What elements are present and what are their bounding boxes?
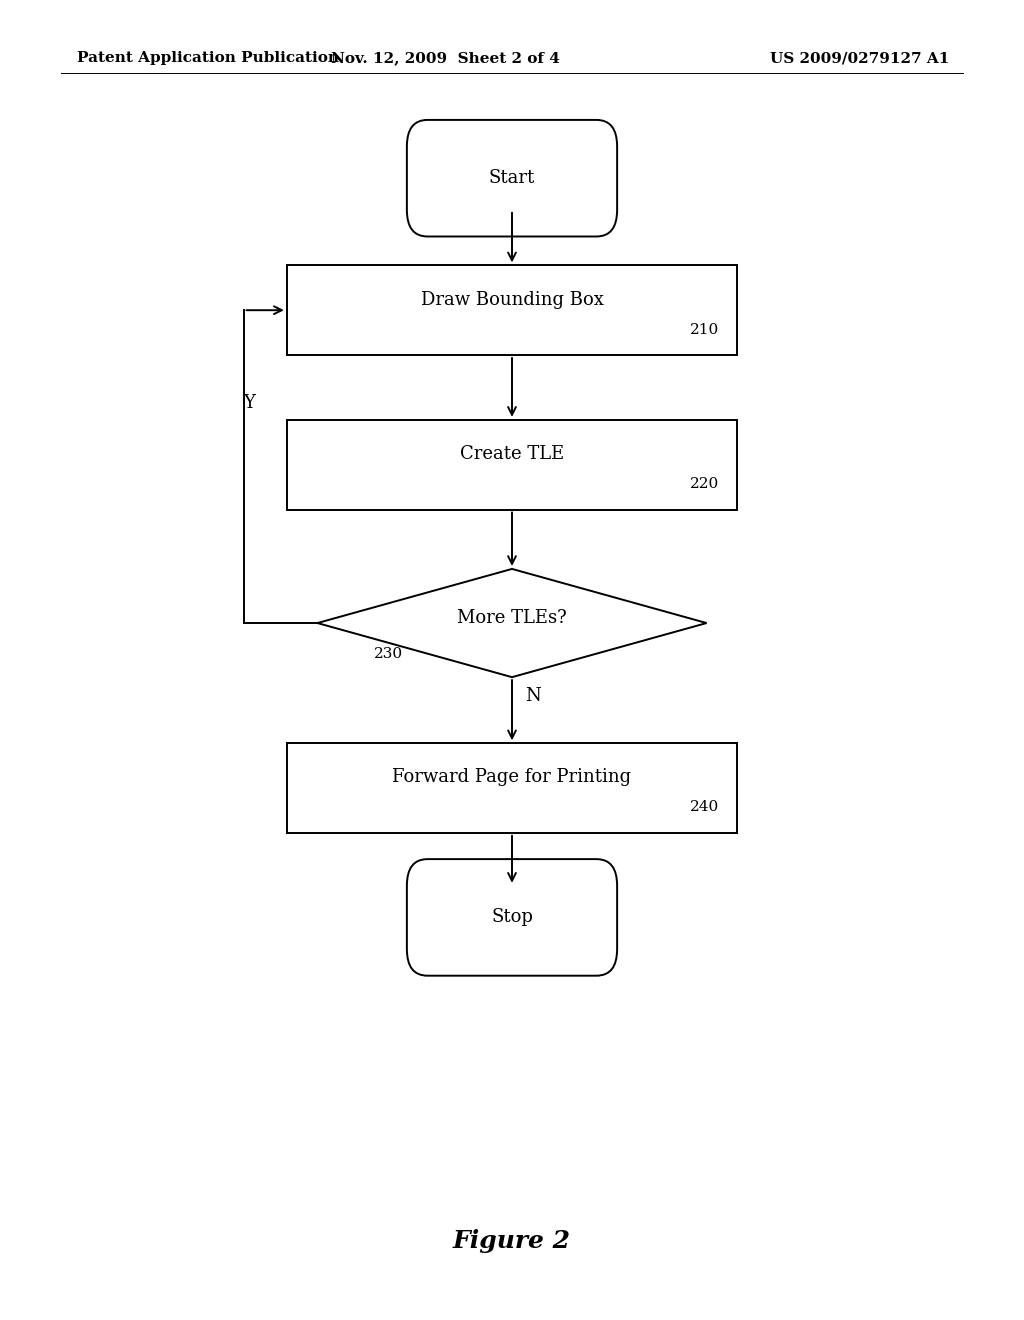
Bar — [287, 420, 737, 510]
Text: Stop: Stop — [492, 908, 532, 927]
Text: Patent Application Publication: Patent Application Publication — [77, 51, 339, 65]
Text: More TLEs?: More TLEs? — [457, 609, 567, 627]
FancyBboxPatch shape — [407, 120, 617, 236]
Text: Forward Page for Printing: Forward Page for Printing — [392, 768, 632, 787]
Text: Nov. 12, 2009  Sheet 2 of 4: Nov. 12, 2009 Sheet 2 of 4 — [331, 51, 560, 65]
Text: Start: Start — [488, 169, 536, 187]
Text: Draw Bounding Box: Draw Bounding Box — [421, 290, 603, 309]
Text: Y: Y — [243, 393, 255, 412]
FancyBboxPatch shape — [407, 859, 617, 975]
Text: 240: 240 — [689, 800, 719, 814]
Text: 220: 220 — [689, 477, 719, 491]
Polygon shape — [317, 569, 707, 677]
Text: 230: 230 — [374, 647, 402, 661]
Text: N: N — [525, 686, 541, 705]
Bar — [287, 743, 737, 833]
Text: Figure 2: Figure 2 — [453, 1229, 571, 1253]
Bar — [287, 265, 737, 355]
Text: US 2009/0279127 A1: US 2009/0279127 A1 — [770, 51, 950, 65]
Text: Create TLE: Create TLE — [460, 445, 564, 463]
Text: 210: 210 — [689, 322, 719, 337]
